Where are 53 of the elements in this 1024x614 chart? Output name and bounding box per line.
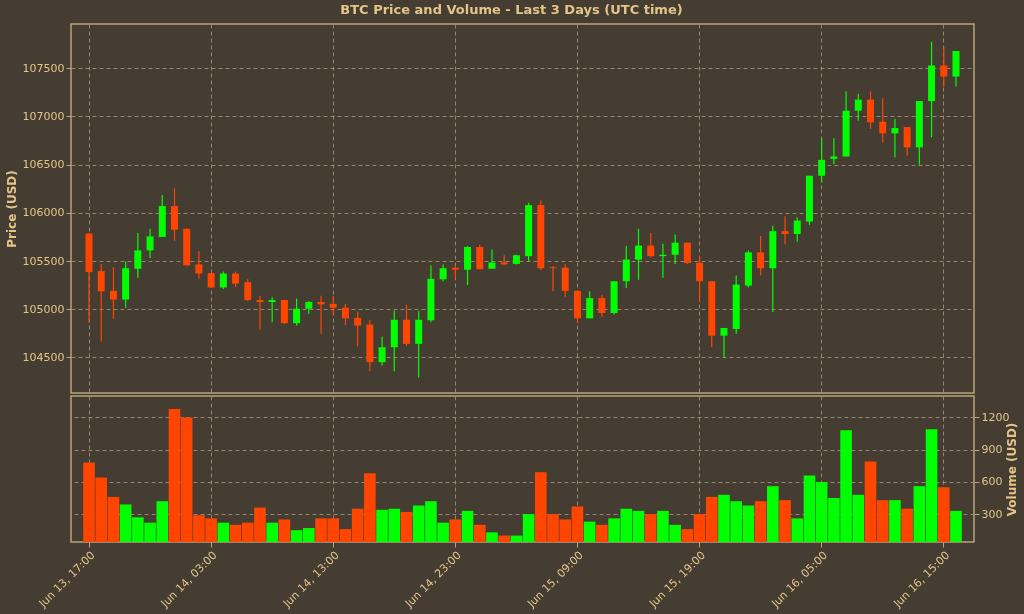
candlestick	[464, 245, 472, 286]
candlestick	[781, 215, 789, 245]
y-tick-label: 1200	[981, 410, 1010, 424]
candlestick	[940, 46, 948, 88]
y-tick-label: 107500	[22, 61, 65, 75]
y-tick-label: 107000	[22, 109, 65, 123]
candlestick	[757, 235, 765, 277]
candlestick	[561, 263, 569, 298]
y-tick-label: 105000	[22, 302, 65, 316]
y-tick-label: 900	[981, 443, 1003, 457]
y-tick-label: 104500	[22, 350, 65, 364]
y-tick-label: 106500	[22, 158, 65, 172]
y-axis-title: Volume (USD)	[1005, 422, 1020, 517]
candlestick	[109, 266, 117, 320]
chart-title: BTC Price and Volume - Last 3 Days (UTC time)	[340, 2, 683, 18]
candlestick	[170, 187, 178, 242]
candlestick	[622, 245, 630, 289]
y-axis-title: Price (USD)	[4, 170, 19, 248]
candlestick	[647, 232, 655, 258]
candlestick	[720, 327, 728, 359]
candlestick	[488, 248, 496, 270]
candlestick	[329, 295, 337, 317]
candlestick	[854, 93, 862, 122]
candlestick	[268, 296, 276, 323]
candlestick	[818, 137, 826, 184]
candlestick	[879, 97, 887, 144]
candlestick	[195, 250, 203, 280]
candlestick	[476, 244, 484, 270]
candlestick	[244, 278, 252, 302]
candlestick	[280, 299, 288, 325]
candlestick	[793, 216, 801, 243]
candlestick	[635, 228, 642, 281]
candlestick	[549, 265, 557, 292]
y-tick-label: 600	[981, 475, 1003, 489]
candlestick	[598, 294, 606, 318]
candlestick	[293, 297, 301, 327]
y-tick-label: 106000	[22, 206, 65, 220]
candlestick	[146, 228, 154, 259]
candlestick	[256, 295, 264, 331]
candlestick	[341, 303, 349, 326]
candlestick	[696, 255, 704, 303]
y-tick-label: 105500	[22, 254, 65, 268]
candlestick	[378, 336, 386, 367]
candlestick	[134, 232, 142, 279]
candlestick	[891, 118, 899, 159]
candlestick	[97, 263, 105, 343]
candlestick	[830, 137, 838, 165]
candlestick	[586, 290, 594, 319]
candlestick	[671, 233, 679, 265]
candlestick	[867, 90, 875, 130]
y-tick-label: 300	[981, 507, 1003, 521]
candlestick	[354, 310, 362, 347]
candlestick	[903, 126, 911, 157]
